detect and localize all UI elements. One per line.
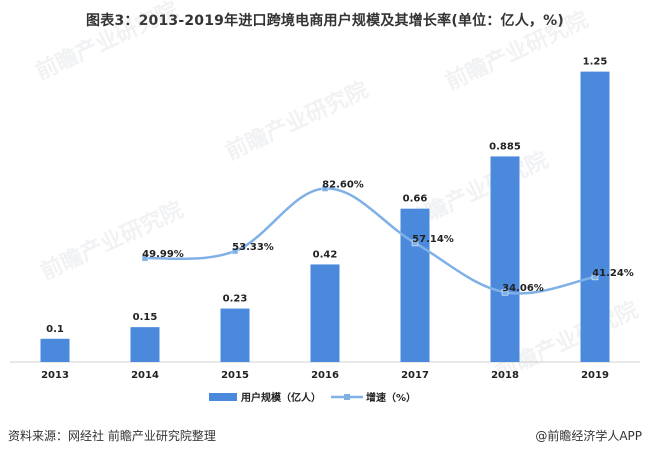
growth-label-2017: 57.14% bbox=[412, 234, 454, 245]
watermark-text: 前瞻产业研究院 bbox=[442, 7, 593, 96]
bar-label-2015: 0.23 bbox=[223, 294, 248, 305]
growth-line bbox=[144, 187, 596, 295]
brand-text: @前瞻经济学人APP bbox=[535, 429, 642, 443]
growth-label-2014: 49.99% bbox=[142, 249, 184, 260]
brand-credit: @前瞻经济学人APP bbox=[535, 427, 642, 444]
x-tick-2014: 2014 bbox=[131, 370, 159, 381]
bar-2018 bbox=[490, 156, 520, 362]
chart-title: 图表3：2013-2019年进口跨境电商用户规模及其增长率(单位：亿人，%) bbox=[86, 13, 564, 29]
growth-labels: 49.99% 53.33% 82.60% 57.14% 34.06% 41.24% bbox=[142, 180, 634, 295]
bar-label-2017: 0.66 bbox=[403, 194, 428, 205]
bar-2016 bbox=[310, 264, 340, 362]
legend: 用户规模（亿人） 增速（%） bbox=[209, 391, 416, 404]
bar-2017 bbox=[400, 208, 430, 362]
growth-point-2016 bbox=[321, 185, 329, 192]
growth-label-2015: 53.33% bbox=[232, 242, 274, 253]
growth-point-2014 bbox=[141, 254, 149, 262]
x-tick-2018: 2018 bbox=[491, 370, 519, 381]
bar-2013 bbox=[40, 338, 70, 362]
bar-label-2019: 1.25 bbox=[583, 57, 608, 68]
bar-series bbox=[40, 71, 610, 362]
x-tick-2019: 2019 bbox=[581, 370, 609, 381]
legend-line-marker bbox=[344, 394, 350, 400]
bar-2015 bbox=[220, 308, 250, 362]
growth-label-2016: 82.60% bbox=[322, 180, 364, 191]
growth-point-2017 bbox=[411, 239, 419, 247]
growth-label-2019: 41.24% bbox=[592, 268, 634, 279]
bar-label-2013: 0.1 bbox=[46, 324, 64, 335]
x-tick-labels: 2013 2014 2015 2016 2017 2018 2019 bbox=[41, 370, 609, 381]
watermark-text: 前瞻产业研究院 bbox=[32, 0, 183, 85]
bar-label-2016: 0.42 bbox=[313, 249, 338, 260]
bar-labels: 0.1 0.15 0.23 0.42 0.66 0.885 1.25 bbox=[46, 57, 607, 335]
watermark-text: 前瞻产业研究院 bbox=[37, 197, 188, 286]
legend-bar-swatch bbox=[209, 393, 237, 401]
growth-point-2018 bbox=[501, 288, 509, 296]
bar-label-2018: 0.885 bbox=[489, 141, 521, 152]
growth-point-2019 bbox=[591, 273, 599, 281]
x-tick-2015: 2015 bbox=[221, 370, 249, 381]
bar-2014 bbox=[130, 327, 160, 362]
source-note: 资料来源：网经社 前瞻产业研究院整理 bbox=[8, 429, 216, 443]
watermark-text: 前瞻产业研究院 bbox=[222, 77, 373, 166]
x-tick-2016: 2016 bbox=[311, 370, 339, 381]
x-tick-2017: 2017 bbox=[401, 370, 429, 381]
bar-2019 bbox=[580, 71, 610, 362]
x-tick-2013: 2013 bbox=[41, 370, 69, 381]
bar-label-2014: 0.15 bbox=[133, 312, 158, 323]
legend-line-label: 增速（%） bbox=[366, 391, 416, 404]
legend-bar-label: 用户规模（亿人） bbox=[240, 391, 321, 404]
growth-point-2015 bbox=[231, 247, 239, 255]
growth-points bbox=[141, 185, 599, 296]
growth-label-2018: 34.06% bbox=[502, 283, 544, 294]
